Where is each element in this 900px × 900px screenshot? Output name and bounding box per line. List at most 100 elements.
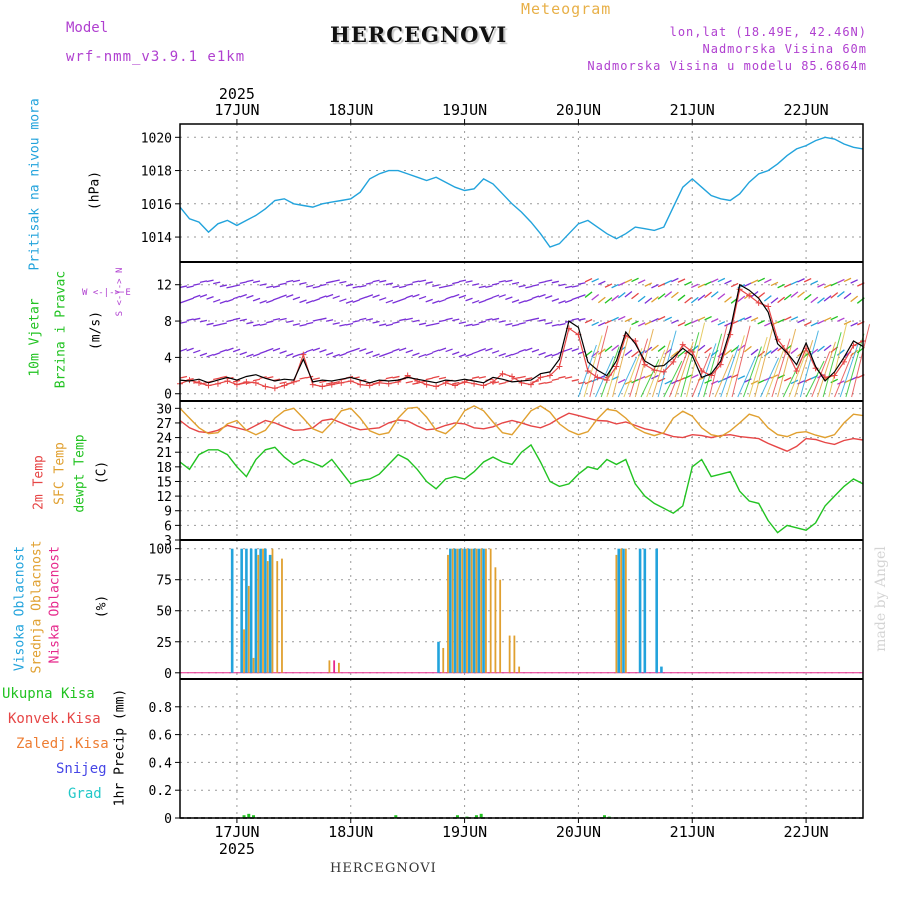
wind-barb: [325, 293, 334, 298]
cloud-bar-mid: [337, 662, 340, 673]
wind-hatch: [589, 325, 609, 398]
cloud-bar-high: [264, 548, 267, 673]
wind-gust-marker: [224, 378, 231, 385]
wind-barb: [850, 295, 859, 303]
wind-barb: [558, 375, 566, 379]
wind-hatch: [703, 333, 723, 398]
wind-barb: [518, 284, 526, 288]
wind-hatch: [720, 344, 740, 398]
wind-barb: [398, 285, 407, 289]
wind-barb: [465, 353, 473, 357]
wind-barb: [611, 294, 620, 302]
wind-barb: [412, 319, 420, 323]
wind-barb: [438, 376, 447, 380]
wind-barb: [179, 375, 188, 379]
wind-gust-marker: [841, 358, 848, 365]
wind-barb: [392, 299, 400, 304]
wind-barb: [379, 279, 387, 283]
wind-barb: [472, 376, 480, 379]
wind-barb: [199, 352, 208, 357]
cloud-bar-high: [437, 641, 440, 673]
wind-gust-marker: [784, 348, 791, 355]
wind-hatch: [617, 357, 637, 398]
day-label-top: 21JUN: [670, 101, 715, 119]
precip-legend-total: Ukupna Kisa: [2, 686, 95, 702]
cloud-bar-mid: [489, 548, 492, 673]
wind-gust-marker: [433, 383, 440, 390]
wind-barb: [823, 295, 832, 302]
wind-barb: [193, 294, 201, 299]
wind-barb: [591, 321, 599, 327]
day-label-bottom: 18JUN: [328, 823, 373, 841]
wind-barb: [279, 317, 287, 321]
wind-barb: [438, 347, 447, 352]
wind-barb: [604, 283, 613, 288]
y-tick-label: 75: [156, 574, 172, 589]
wind-barb: [757, 319, 765, 325]
wind-hatch: [708, 324, 728, 398]
wind-barb: [803, 277, 812, 283]
y-tick-label: 3: [164, 534, 172, 549]
wind-barb: [219, 375, 227, 379]
y-tick-label: 1018: [141, 165, 172, 180]
wind-barb: [817, 283, 825, 288]
wind-barb: [677, 377, 686, 382]
wind-barb: [830, 315, 839, 321]
wind-barb: [670, 291, 679, 299]
wind-barb: [206, 295, 214, 300]
wind-barb: [392, 348, 400, 353]
day-label-top: 17JUN: [214, 101, 259, 119]
wind-barb: [179, 285, 188, 289]
wind-barb: [737, 317, 746, 322]
wind-barb: [817, 297, 825, 304]
wind-barb: [272, 317, 281, 321]
temp-sfc-line: [179, 405, 864, 439]
wind-barb: [664, 279, 673, 285]
wind-barb: [432, 375, 440, 379]
wind-gust-marker: [385, 380, 392, 387]
wind-barb: [279, 294, 287, 299]
wind-barb: [571, 317, 579, 321]
wind-barb: [193, 349, 201, 354]
cloud-bar-mid: [252, 657, 255, 673]
wind-barb: [491, 294, 500, 299]
wind-barb: [724, 279, 732, 285]
wind-barb: [817, 319, 825, 325]
wind-barb: [432, 322, 440, 326]
wind-barb: [279, 381, 287, 385]
cloud-bar-mid: [485, 548, 487, 673]
wind-barb: [212, 298, 221, 303]
wind-barb: [372, 294, 380, 299]
wind-barb: [425, 323, 433, 327]
wind-barb: [684, 321, 692, 327]
wind-barb: [252, 378, 261, 382]
wind-barb: [511, 323, 520, 327]
wind-barb: [246, 294, 254, 299]
precip-bar: [603, 815, 607, 818]
day-label-bottom: 19JUN: [442, 823, 487, 841]
wind-barb: [538, 293, 546, 298]
wind-barb: [790, 347, 799, 355]
wind-gust-marker: [546, 372, 553, 379]
y-tick-label: 21: [156, 446, 172, 461]
wind-barb: [252, 353, 261, 357]
wind-barb: [757, 350, 766, 358]
day-label-bottom: 20JUN: [556, 823, 601, 841]
wind-gust-marker: [252, 379, 259, 386]
wind-barb: [279, 282, 287, 286]
wind-barb: [651, 283, 659, 289]
cloud-bar-high: [245, 548, 248, 673]
wind-barb: [505, 296, 513, 301]
wind-barb: [578, 381, 586, 385]
wind-barb: [385, 376, 393, 380]
cloud-bar-high: [240, 548, 243, 673]
chart-frame: [179, 123, 864, 819]
cloud-bar-high: [468, 548, 471, 673]
wind-barb: [637, 279, 646, 284]
wind-barb: [671, 277, 679, 283]
wind-barb: [279, 350, 287, 354]
wind-gust-marker: [755, 299, 762, 306]
wind-barb: [697, 344, 706, 352]
wind-barb: [252, 280, 261, 284]
wind-barb: [518, 375, 526, 379]
